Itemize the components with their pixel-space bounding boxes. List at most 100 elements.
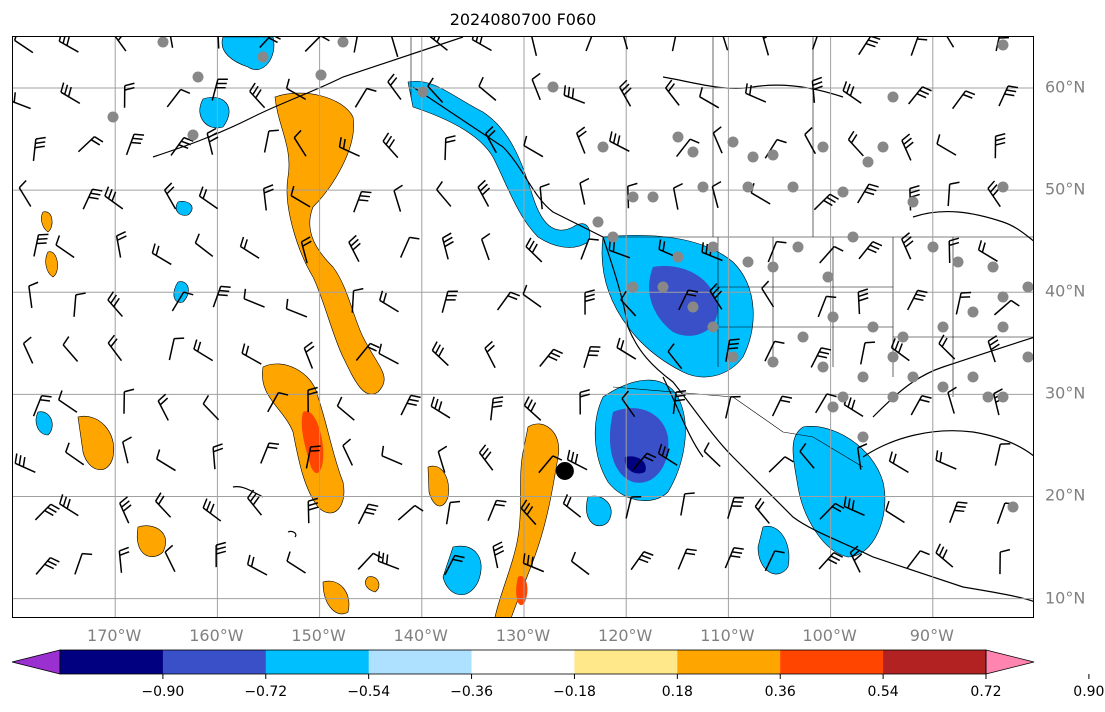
wind-barb (804, 127, 817, 155)
station-dot (837, 186, 849, 198)
wind-barb (55, 235, 75, 259)
station-dot (827, 311, 839, 323)
wind-barb (357, 503, 379, 525)
wind-barb (906, 289, 928, 311)
wind-barb (955, 291, 972, 315)
wind-barb (575, 126, 587, 154)
station-dot (787, 181, 799, 193)
wind-barb (522, 284, 542, 308)
wind-barb (377, 551, 400, 570)
wind-barb (819, 502, 845, 520)
wind-barb (817, 295, 837, 318)
wind-barb (698, 86, 720, 109)
station-dot (862, 156, 874, 168)
wind-barb (125, 133, 145, 156)
wind-barb (348, 234, 361, 263)
station-dot (967, 306, 979, 318)
wind-barb (393, 184, 403, 212)
station-dot (697, 181, 709, 193)
wind-barb (857, 288, 869, 315)
wind-barb (391, 37, 399, 58)
wind-barb (285, 78, 307, 101)
colorbar-tick-label: −0.72 (244, 684, 288, 700)
colorbar-tick-label: 0.90 (1073, 684, 1105, 700)
wind-barb (712, 126, 723, 154)
wind-barb (856, 443, 868, 470)
wind-barb (107, 334, 123, 362)
station-dot (657, 281, 669, 293)
station-dot (837, 391, 849, 403)
wind-barb (212, 285, 231, 308)
station-dot (817, 141, 829, 153)
wind-barb (118, 546, 130, 573)
station-dot (827, 401, 839, 413)
lon-tick-label: 150°W (291, 626, 346, 645)
negative-anomaly-field (35, 37, 886, 595)
wind-barb (901, 133, 914, 161)
wind-barb (34, 503, 60, 521)
wind-barb (764, 550, 785, 572)
station-dot (767, 261, 779, 273)
station-dot (967, 371, 979, 383)
colorbar-tick-label: 0.54 (867, 684, 899, 700)
positive-anomaly-field (41, 92, 560, 617)
wind-barb (999, 548, 1011, 575)
wind-barb (910, 395, 932, 416)
wind-barb (164, 544, 176, 572)
wind-barb (703, 442, 721, 468)
wind-barb (484, 340, 496, 369)
station-dot (817, 361, 829, 373)
wind-barb (400, 394, 421, 416)
station-dot (672, 251, 684, 263)
station-dot (187, 129, 199, 141)
wind-barb (170, 136, 194, 156)
wind-barb (303, 341, 315, 369)
station-dot (1007, 501, 1019, 513)
wind-barb (520, 499, 537, 526)
wind-barb (496, 291, 521, 311)
station-dot (937, 321, 949, 333)
wind-barb (724, 547, 744, 569)
wind-barb (58, 494, 79, 517)
lat-tick-label: 30°N (1045, 383, 1086, 403)
wind-barb (672, 182, 683, 210)
wind-barb (478, 444, 494, 471)
wind-barb (977, 240, 998, 262)
wind-barb (154, 492, 172, 518)
wind-barb (609, 131, 630, 152)
wind-barb (431, 341, 449, 367)
wind-barb (351, 287, 364, 313)
station-dot (742, 256, 754, 268)
colorbar-segment (883, 650, 987, 674)
station-dot (107, 111, 119, 123)
map-panel[interactable] (12, 36, 1034, 618)
feature-marker (555, 461, 574, 480)
wind-barb (285, 298, 308, 318)
wind-barb (725, 338, 740, 362)
wind-barb (910, 37, 928, 56)
station-dot (887, 91, 899, 103)
wind-barb (525, 237, 543, 263)
station-dot (767, 149, 779, 161)
wind-barb (171, 291, 194, 312)
wind-barb (246, 554, 268, 576)
wind-barb (579, 389, 590, 415)
wind-barb (247, 489, 263, 516)
station-dot (792, 241, 804, 253)
wind-barb (657, 443, 678, 466)
station-dot (707, 321, 719, 333)
wind-barb (241, 343, 262, 365)
wind-barb (580, 238, 599, 260)
wind-barb (74, 552, 93, 575)
wind-barb (202, 394, 220, 421)
wind-barb (267, 391, 289, 413)
lon-tick-label: 160°W (189, 626, 244, 645)
station-dot (687, 301, 699, 313)
station-dot (997, 391, 1009, 403)
wind-barb (300, 236, 312, 264)
wind-barb (583, 345, 601, 368)
wind-barb (665, 79, 680, 106)
station-dot (897, 331, 909, 343)
colorbar-segment (471, 650, 575, 674)
wind-barb (621, 390, 636, 418)
